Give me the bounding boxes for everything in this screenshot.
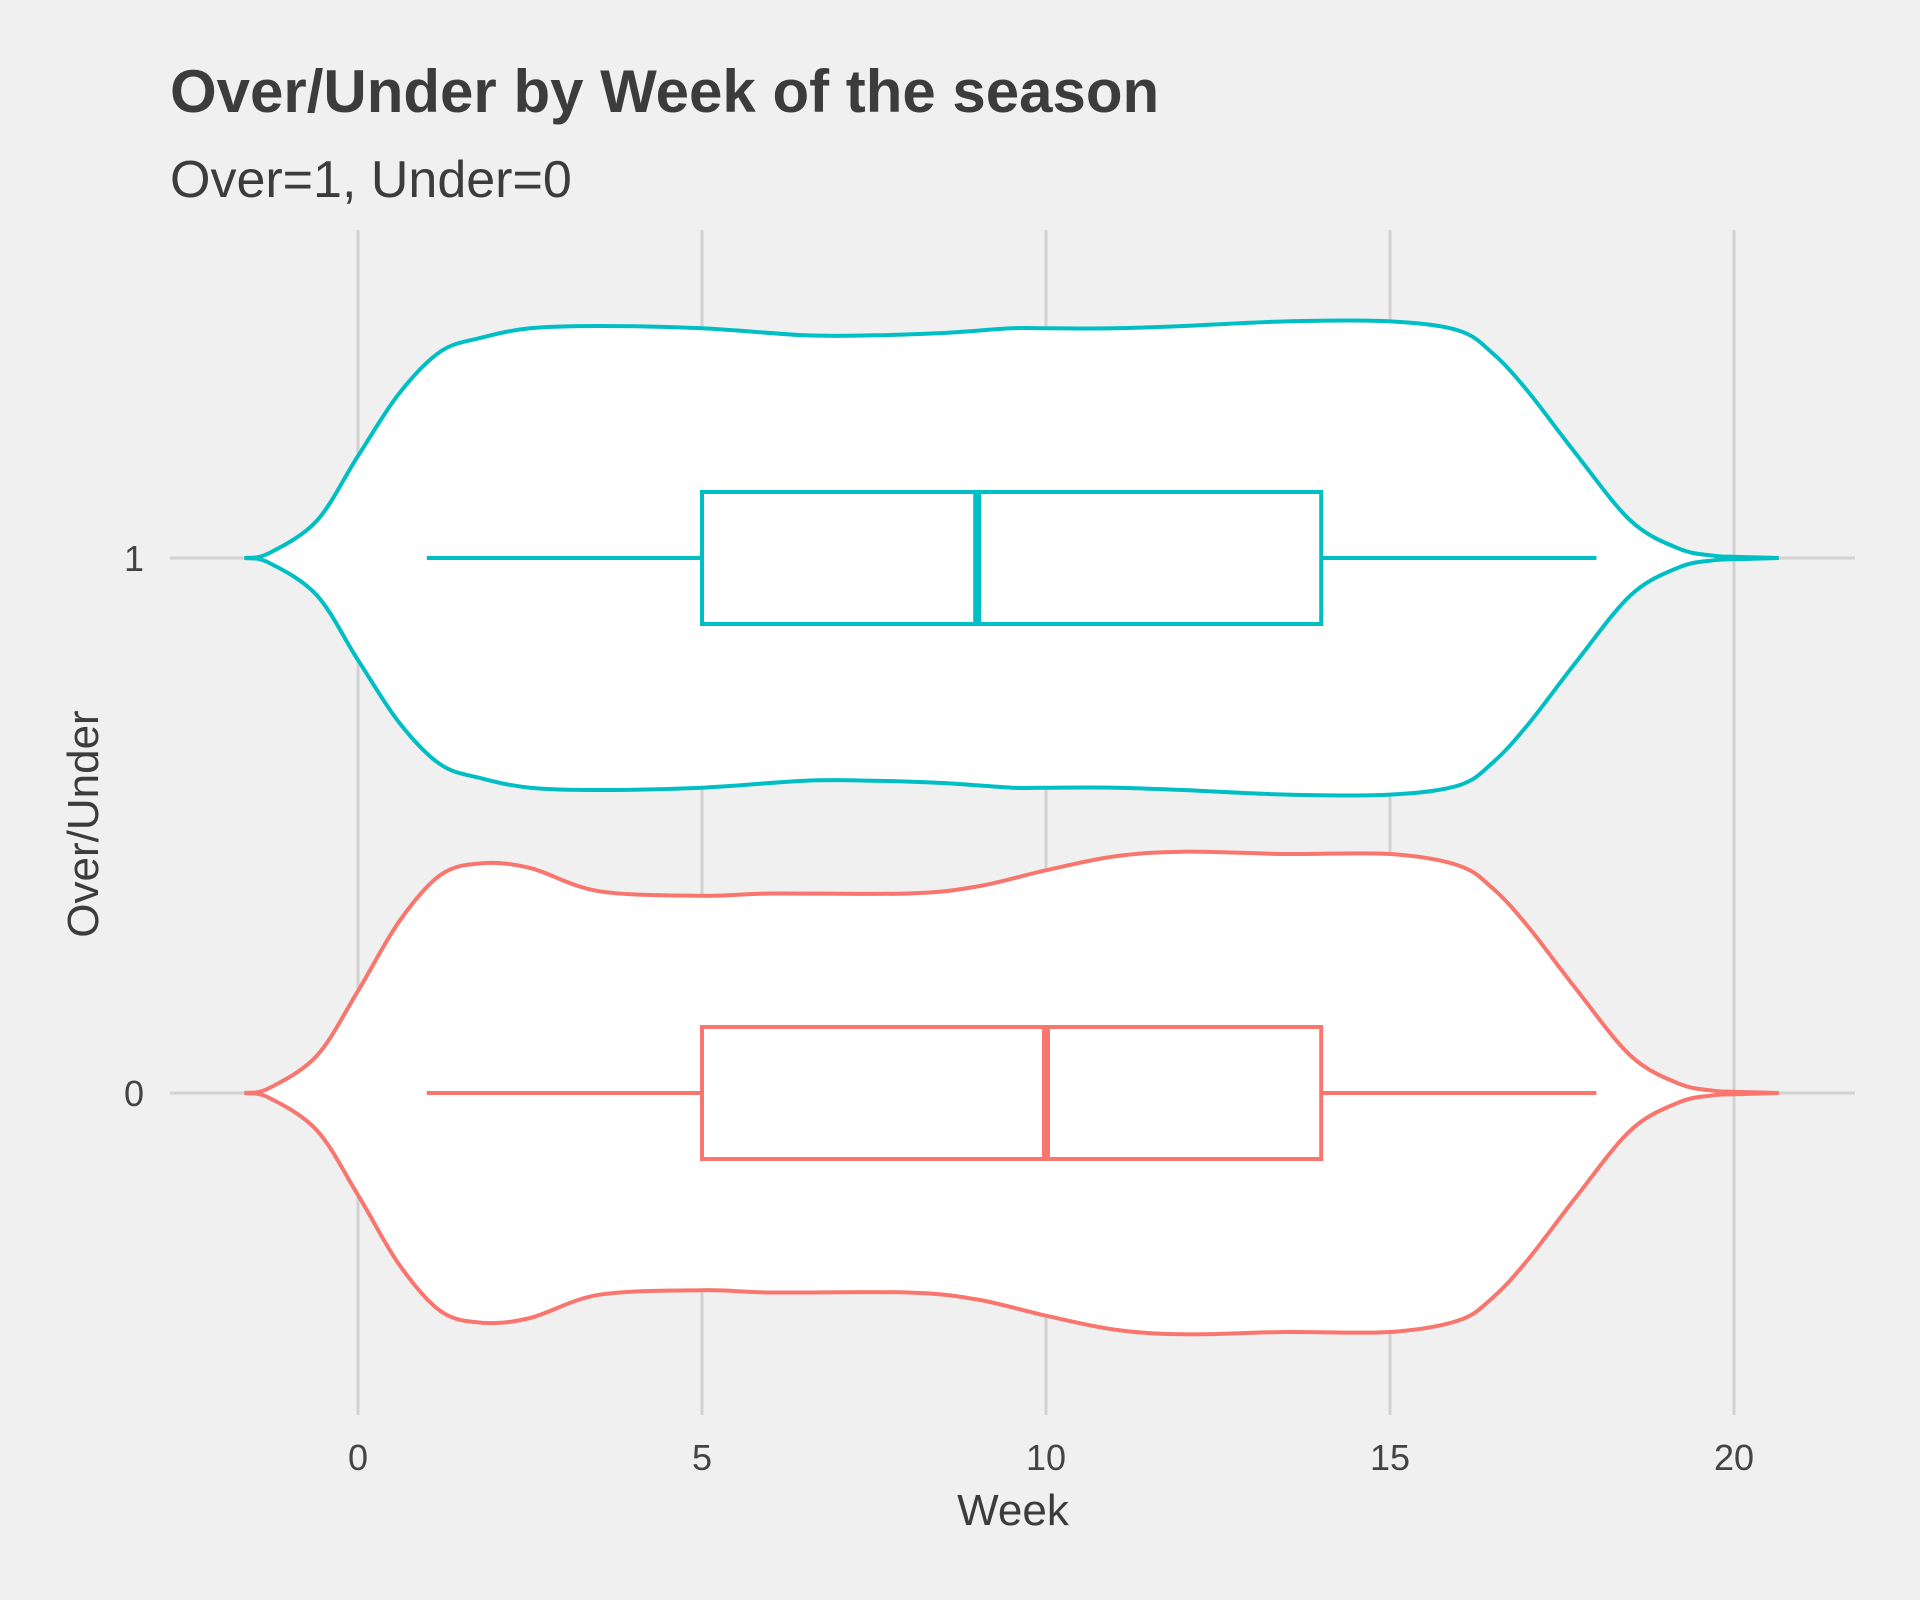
y-tick-label-1: 1 (124, 538, 144, 579)
y-axis-ticks: 10 (124, 538, 144, 1114)
violin-group-0 (244, 849, 1779, 1337)
x-axis-title: Week (957, 1486, 1070, 1535)
box-1 (700, 490, 1324, 626)
violin-outline-upper-0 (244, 849, 1779, 1095)
violin-outline-lower-1 (244, 556, 1779, 798)
x-tick-label-10: 10 (1026, 1437, 1066, 1478)
x-axis-ticks: 0 5 10 15 20 (348, 1437, 1754, 1478)
x-tick-label-5: 5 (692, 1437, 712, 1478)
y-tick-label-0: 0 (124, 1073, 144, 1114)
violin-group-1 (244, 318, 1779, 798)
violin-outline-lower-0 (244, 1091, 1779, 1337)
box-0 (700, 1025, 1324, 1161)
violins (244, 318, 1779, 1337)
x-tick-label-15: 15 (1370, 1437, 1410, 1478)
violin-outline-upper-1 (244, 318, 1779, 560)
y-axis-title: Over/Under (59, 710, 108, 937)
x-tick-label-0: 0 (348, 1437, 368, 1478)
x-tick-label-20: 20 (1714, 1437, 1754, 1478)
chart-title: Over/Under by Week of the season (170, 58, 1159, 125)
chart-subtitle: Over=1, Under=0 (170, 151, 572, 209)
